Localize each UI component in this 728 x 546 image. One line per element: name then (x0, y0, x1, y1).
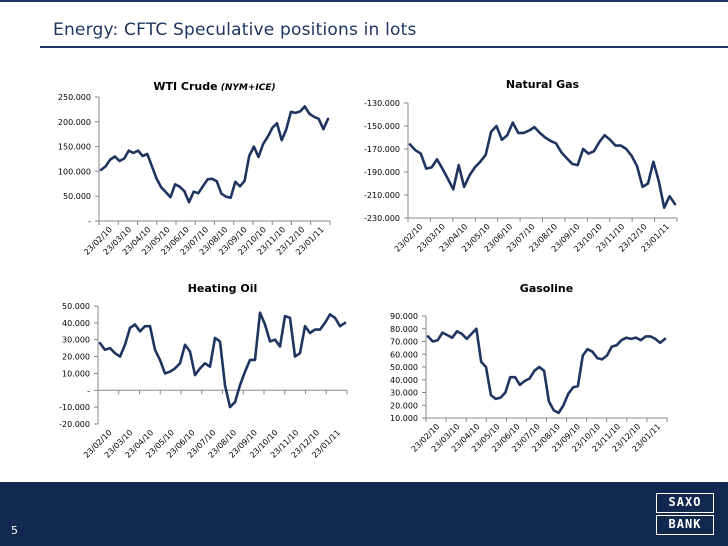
chart-gasoline: Gasoline 90.000 80.000 70.000 60.000 50.000 40… (390, 282, 668, 454)
y-tick-label: -130.000 (364, 99, 400, 108)
title-divider (40, 46, 728, 48)
page-title: Energy: CFTC Speculative positions in lo… (53, 20, 417, 40)
saxo-bank-logo: SAXO BANK (656, 493, 714, 535)
series-line (99, 105, 330, 204)
footer-bar (0, 482, 728, 546)
y-tick-label: -170.000 (364, 145, 400, 154)
chart-title-text: Gasoline (520, 282, 573, 295)
chart-title-suffix: (NYM+ICE) (218, 83, 276, 93)
y-tick-label: 50.000 (63, 192, 91, 201)
y-tick-label: 50.000 (62, 302, 90, 311)
y-tick-label: - (88, 217, 91, 226)
y-tick-label: - (87, 386, 90, 395)
y-tick-label: 10.000 (390, 414, 418, 423)
y-tick-label: 250.000 (58, 93, 91, 102)
page-number: 5 (11, 524, 18, 537)
charts-canvas: WTI Crude (NYM+ICE) 250.000 200.000 150.000… (58, 78, 678, 460)
chart-title: WTI Crude (NYM+ICE) (153, 80, 275, 93)
chart-title-text: Heating Oil (188, 282, 258, 295)
y-tick-label: 40.000 (62, 319, 90, 328)
chart-title-text: Natural Gas (506, 78, 580, 91)
logo-bottom-text: BANK (656, 515, 714, 535)
y-tick-label: 70.000 (390, 338, 418, 347)
y-tick-label: -150.000 (364, 122, 400, 131)
chart-wti-crude: WTI Crude (NYM+ICE) 250.000 200.000 150.000… (58, 80, 331, 257)
y-tick-label: 20.000 (390, 401, 418, 410)
y-tick-label: 20.000 (62, 353, 90, 362)
y-tick-label: 200.000 (58, 118, 91, 127)
y-tick-label: 40.000 (390, 376, 418, 385)
y-tick-label: -10.000 (59, 403, 90, 412)
chart-title: Heating Oil (188, 282, 258, 295)
y-tick-label: -190.000 (364, 168, 400, 177)
chart-title-text: WTI Crude (153, 80, 217, 93)
logo-top-text: SAXO (656, 493, 714, 513)
y-tick-label: 50.000 (390, 363, 418, 372)
y-tick-label: 60.000 (390, 350, 418, 359)
chart-natural-gas: Natural Gas -130.000 -150.000 -170.000 -190.… (364, 78, 678, 254)
y-tick-label: 100.000 (58, 167, 91, 176)
series-line (98, 311, 347, 409)
y-tick-label: -210.000 (364, 191, 400, 200)
y-tick-label: 30.000 (62, 336, 90, 345)
y-tick-label: 90.000 (390, 312, 418, 321)
series-line (426, 327, 667, 415)
y-tick-label: 150.000 (58, 143, 91, 152)
y-tick-label: -20.000 (59, 420, 90, 429)
y-tick-label: 10.000 (62, 369, 90, 378)
chart-title: Natural Gas (506, 78, 580, 91)
y-tick-label: -230.000 (364, 214, 400, 223)
top-border (0, 0, 728, 2)
y-tick-label: 80.000 (390, 325, 418, 334)
chart-heating-oil: Heating Oil 50.000 40.000 30.000 20.000 10.00… (59, 282, 348, 460)
chart-title: Gasoline (520, 282, 573, 295)
series-line (408, 121, 677, 209)
y-tick-label: 30.000 (390, 389, 418, 398)
